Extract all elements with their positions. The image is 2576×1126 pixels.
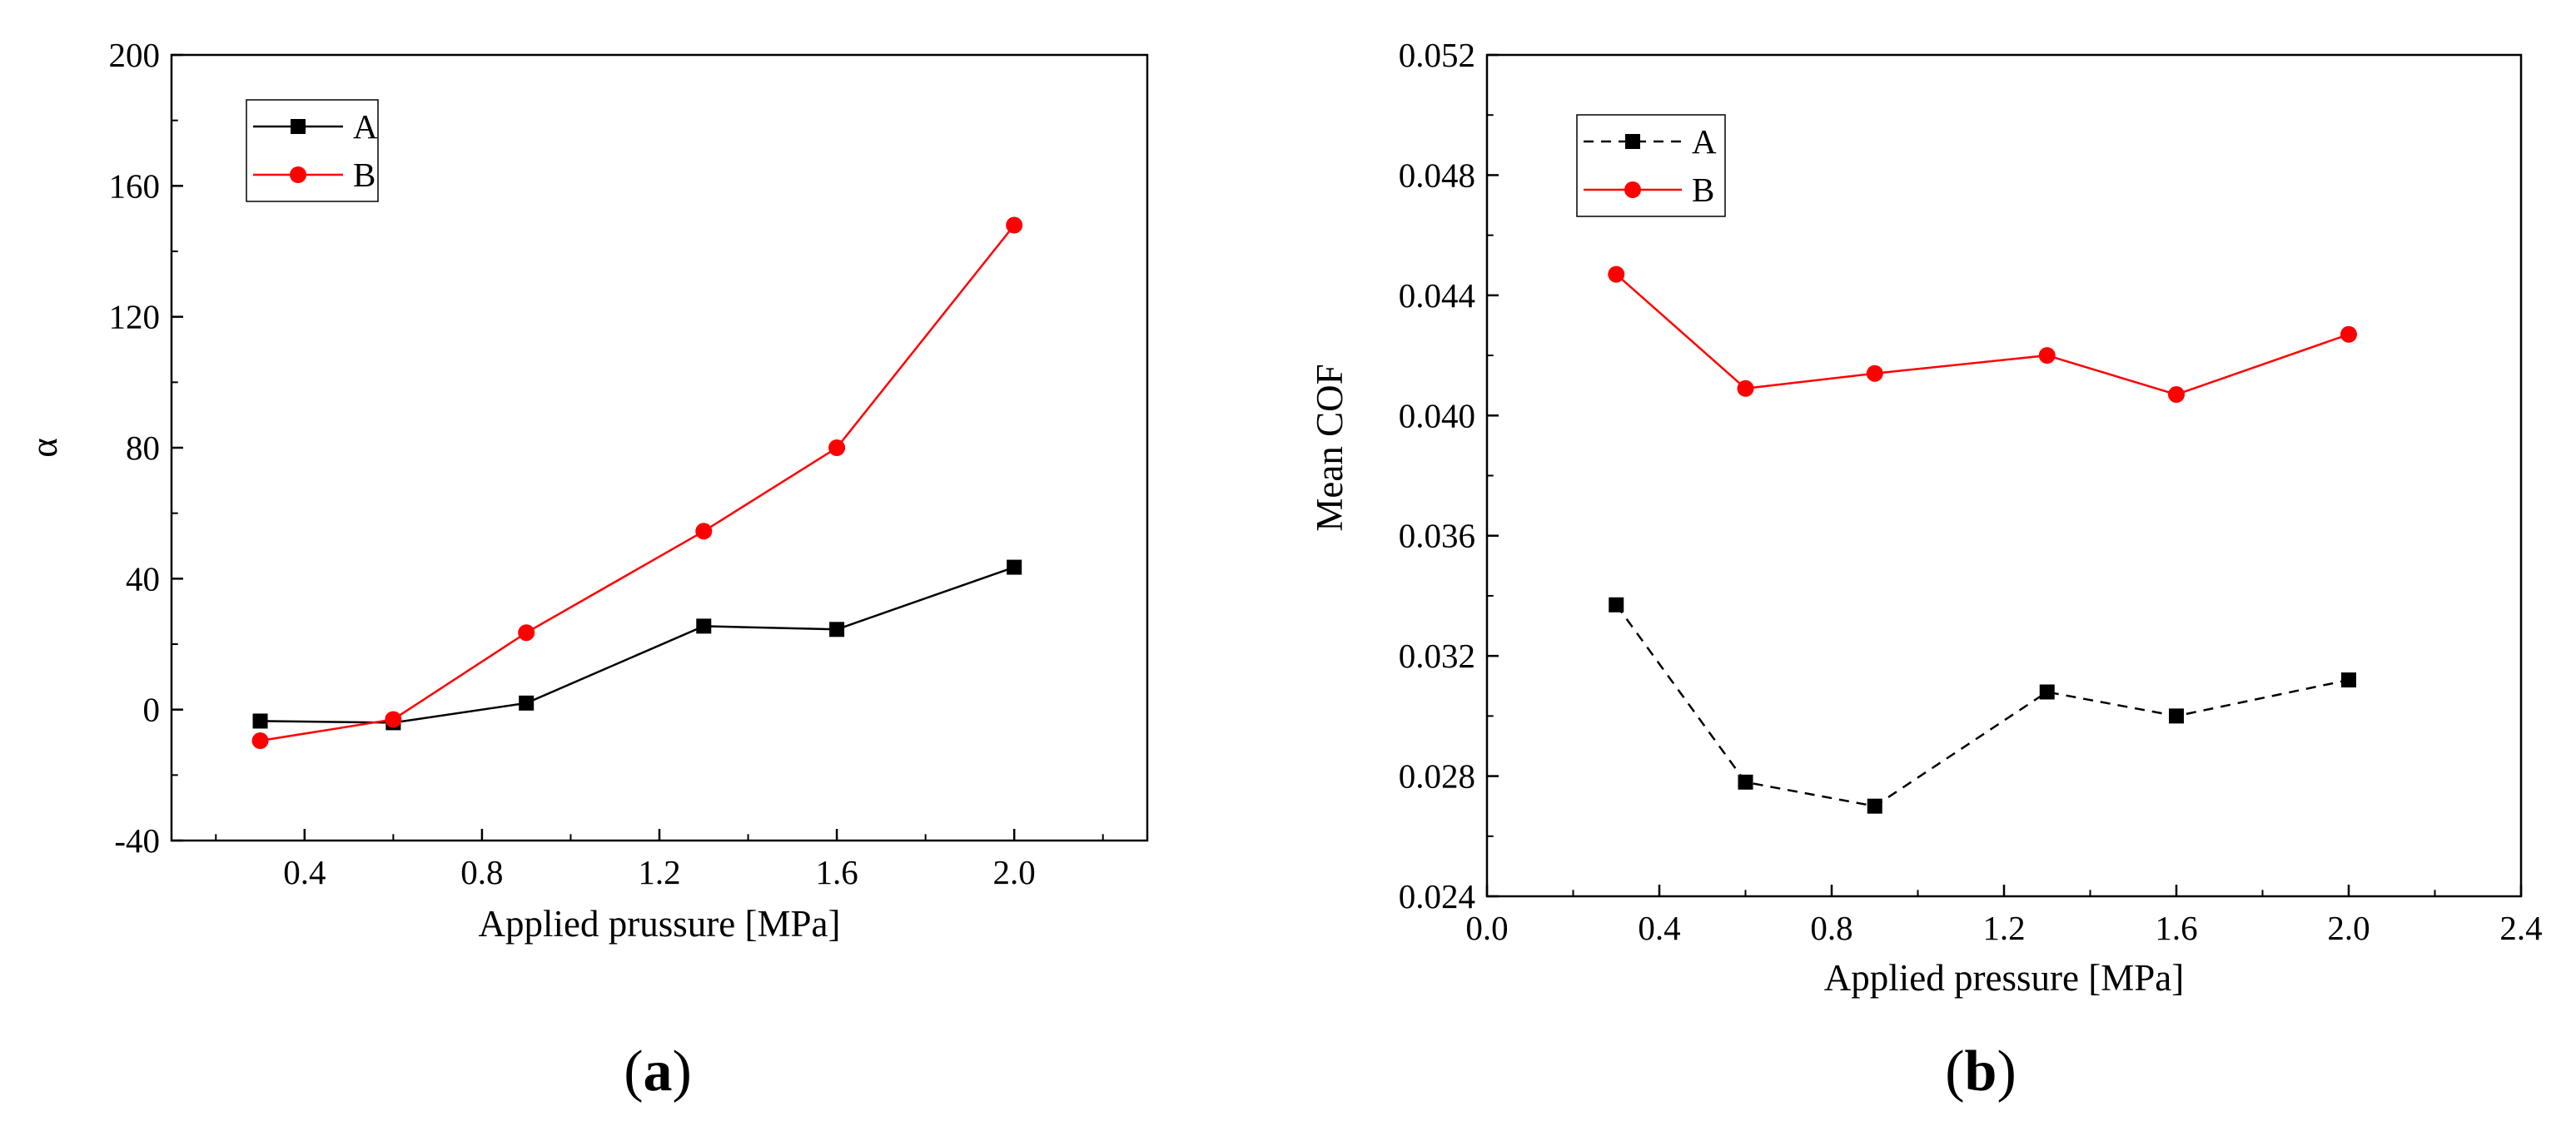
chart-b: 0.024 0.028 0.032 0.036 0.040 0.044 0.048 0.052…	[1309, 36, 2543, 1104]
panel-label: (b)	[1945, 1039, 2017, 1104]
series-a-point	[1609, 597, 1624, 613]
x-tick-label: 2.0	[2327, 909, 2370, 947]
series-a-point	[2341, 672, 2356, 688]
legend-label-b: B	[1692, 171, 1714, 209]
y-tick-label: 0.040	[1399, 396, 1475, 434]
series-a-point	[1738, 774, 1753, 790]
series-a-point	[252, 713, 268, 729]
series-a-line	[1615, 604, 2350, 808]
y-tick-label: 200	[109, 36, 161, 74]
x-tick-label: 2.4	[2499, 909, 2542, 947]
legend-box	[246, 99, 379, 202]
series-a-point	[2039, 684, 2055, 700]
series-b-point	[1608, 265, 1625, 283]
y-axis-label: Mean COF	[1309, 364, 1350, 531]
legend-label-a: A	[1692, 122, 1717, 161]
y-tick-label: -40	[114, 821, 160, 860]
x-tick-label: 1.2	[1982, 909, 2025, 947]
series-b-point	[695, 523, 713, 540]
y-tick-label: 0.036	[1399, 517, 1475, 555]
legend-box	[1576, 114, 1726, 217]
x-tick-label: 0.8	[1810, 909, 1852, 947]
series-a-point	[1867, 798, 1882, 814]
series-a-point	[2169, 708, 2184, 724]
x-axis-label: Applied pressure [MPa]	[1824, 957, 2184, 999]
x-tick-label: 0.4	[1638, 909, 1680, 947]
series-b-point	[1006, 216, 1023, 234]
x-tick-label: 0.8	[460, 853, 503, 891]
legend-label-a: A	[353, 107, 378, 146]
x-axis-label: Applied prussure [MPa]	[479, 903, 841, 945]
y-tick-label: 0	[143, 691, 161, 729]
y-tick-label: 0.052	[1399, 36, 1475, 74]
chart-a: -40 0 40 80 120 160 200 0.4 0.8 1.2 1.6 2.0 Applied …	[23, 36, 1149, 1104]
x-tick-label: 1.6	[2155, 909, 2197, 947]
series-b-point	[2038, 347, 2056, 365]
y-tick-label: 40	[126, 559, 160, 598]
series-b-point	[2168, 386, 2185, 404]
series-a-line	[260, 566, 1015, 724]
series-b-point	[518, 624, 535, 642]
x-tick-label: 2.0	[993, 853, 1036, 891]
y-tick-label: 120	[109, 298, 161, 336]
legend-label-b: B	[353, 156, 375, 194]
legend-marker-a	[291, 119, 306, 134]
series-b-point	[251, 732, 269, 750]
y-tick-label: 0.048	[1399, 156, 1475, 194]
y-tick-label: 80	[126, 429, 160, 467]
x-tick-label: 1.6	[815, 853, 858, 891]
series-a-point	[519, 695, 535, 711]
y-tick-label: 160	[109, 166, 161, 205]
series-b-point	[828, 439, 846, 456]
y-tick-label: 0.032	[1399, 637, 1475, 675]
y-tick-label: 0.028	[1399, 757, 1475, 796]
y-axis-label: α	[23, 438, 65, 458]
series-b-line	[1615, 273, 2350, 396]
legend: AB	[1576, 114, 1726, 217]
series-a-point	[1007, 559, 1022, 575]
y-tick-label: 0.024	[1399, 877, 1475, 915]
legend-marker-a	[1625, 134, 1640, 149]
x-tick-label: 0.0	[1465, 909, 1508, 947]
panel-label: (a)	[624, 1039, 692, 1104]
legend-marker-b	[290, 166, 306, 183]
series-b-point	[2340, 325, 2357, 343]
series-b-line	[260, 224, 1016, 742]
y-tick-label: 0.044	[1399, 276, 1475, 315]
legend: AB	[246, 99, 379, 202]
x-tick-label: 0.4	[283, 853, 326, 891]
series-b-point	[1866, 365, 1883, 382]
series-a-point	[829, 622, 845, 637]
series-b-point	[1737, 379, 1754, 397]
legend-marker-b	[1624, 181, 1641, 198]
x-tick-label: 1.2	[638, 853, 680, 891]
series-a-point	[696, 618, 712, 634]
series-b-point	[385, 711, 402, 728]
